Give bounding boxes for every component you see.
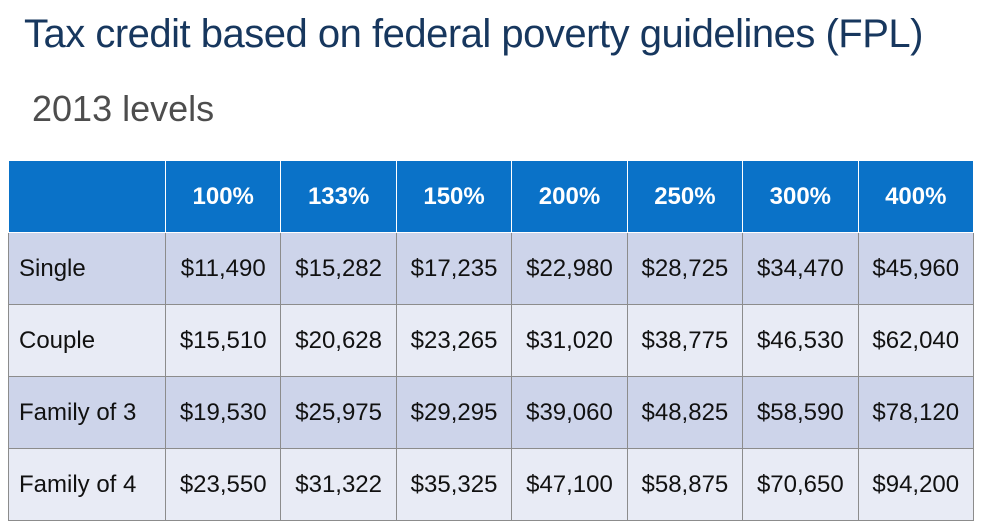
row-label: Couple — [8, 304, 166, 377]
table-cell: $19,530 — [164, 376, 282, 449]
corner-cell — [8, 160, 166, 233]
table-cell: $20,628 — [280, 304, 397, 377]
column-header: 100% — [164, 160, 282, 233]
row-label: Family of 4 — [8, 448, 166, 521]
slide-title: Tax credit based on federal poverty guid… — [24, 12, 923, 56]
column-header: 300% — [742, 160, 859, 233]
table-cell: $25,975 — [280, 376, 397, 449]
table-cell: $15,510 — [164, 304, 282, 377]
table-cell: $34,470 — [742, 232, 859, 305]
column-header: 133% — [280, 160, 397, 233]
slide-subtitle: 2013 levels — [32, 88, 215, 129]
table-cell: $15,282 — [280, 232, 397, 305]
table-cell: $29,295 — [395, 376, 513, 449]
table-cell: $58,875 — [626, 448, 744, 521]
table-cell: $11,490 — [164, 232, 282, 305]
table-cell: $70,650 — [742, 448, 859, 521]
fpl-table: 100% 133% 150% 200% 250% 300% 400% Single $11,4… — [8, 160, 975, 521]
table-cell: $38,775 — [626, 304, 744, 377]
column-header: 400% — [857, 160, 975, 233]
table-cell: $22,980 — [511, 232, 628, 305]
table-cell: $35,325 — [395, 448, 513, 521]
table-cell: $48,825 — [626, 376, 744, 449]
table-body: Single $11,490 $15,282 $17,235 $22,980 $28,72… — [8, 232, 975, 521]
table-cell: $31,322 — [280, 448, 397, 521]
table-cell: $28,725 — [626, 232, 744, 305]
table-cell: $78,120 — [857, 376, 975, 449]
table-cell: $45,960 — [857, 232, 975, 305]
table-row: Single $11,490 $15,282 $17,235 $22,980 $28,72… — [8, 232, 975, 305]
table-cell: $23,265 — [395, 304, 513, 377]
column-header: 200% — [511, 160, 628, 233]
column-header: 150% — [395, 160, 513, 233]
row-label: Single — [8, 232, 166, 305]
table-row: Family of 3 $19,530 $25,975 $29,295 $39,060 $… — [8, 376, 975, 449]
table-cell: $31,020 — [511, 304, 628, 377]
column-header: 250% — [626, 160, 744, 233]
table-cell: $39,060 — [511, 376, 628, 449]
header-row: 100% 133% 150% 200% 250% 300% 400% — [8, 160, 975, 233]
row-label: Family of 3 — [8, 376, 166, 449]
table-cell: $46,530 — [742, 304, 859, 377]
table-cell: $58,590 — [742, 376, 859, 449]
table-row: Couple $15,510 $20,628 $23,265 $31,020 $38,77… — [8, 304, 975, 377]
table-cell: $47,100 — [511, 448, 628, 521]
table-cell: $94,200 — [857, 448, 975, 521]
table-row: Family of 4 $23,550 $31,322 $35,325 $47,100 $… — [8, 448, 975, 521]
table-cell: $17,235 — [395, 232, 513, 305]
table-cell: $62,040 — [857, 304, 975, 377]
table-cell: $23,550 — [164, 448, 282, 521]
